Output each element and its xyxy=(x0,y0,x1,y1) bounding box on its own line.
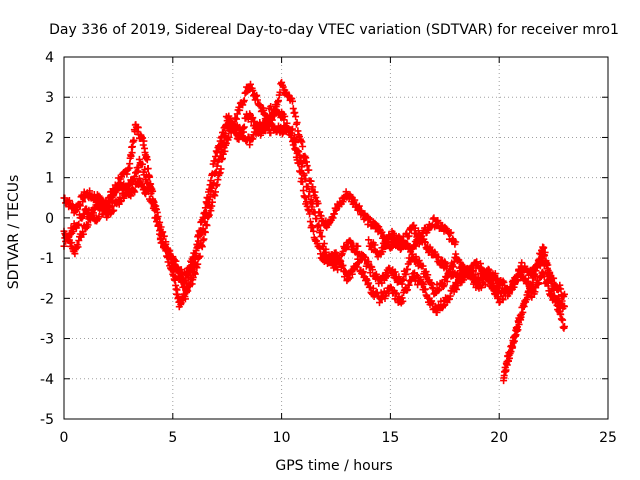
x-axis-label: GPS time / hours xyxy=(275,458,392,474)
y-axis-label: SDTVAR / TECUs xyxy=(6,175,22,290)
axis-ticks: 0 5 10 15 20 25 -5 -4 -3 -2 -1 0 1 2 3 4 xyxy=(40,50,617,446)
y-tick-label: -2 xyxy=(40,291,54,307)
x-tick-label: 25 xyxy=(599,430,617,446)
y-tick-label: 1 xyxy=(45,171,54,187)
y-tick-label: -4 xyxy=(40,372,54,388)
y-tick-label: 0 xyxy=(45,211,54,227)
chart-title: Day 336 of 2019, Sidereal Day-to-day VTE… xyxy=(49,22,619,38)
grid-lines xyxy=(64,57,608,419)
plot-frame xyxy=(63,56,609,420)
x-tick-label: 20 xyxy=(490,430,508,446)
y-tick-label: 3 xyxy=(45,90,54,106)
x-tick-label: 5 xyxy=(168,430,177,446)
y-tick-label: 4 xyxy=(45,50,54,66)
y-tick-label: -5 xyxy=(40,412,54,428)
x-tick-label: 0 xyxy=(60,430,69,446)
y-tick-label: -3 xyxy=(40,332,54,348)
y-tick-label: 2 xyxy=(45,130,54,146)
x-tick-label: 10 xyxy=(273,430,291,446)
x-tick-label: 15 xyxy=(381,430,399,446)
y-tick-label: -1 xyxy=(40,251,54,267)
